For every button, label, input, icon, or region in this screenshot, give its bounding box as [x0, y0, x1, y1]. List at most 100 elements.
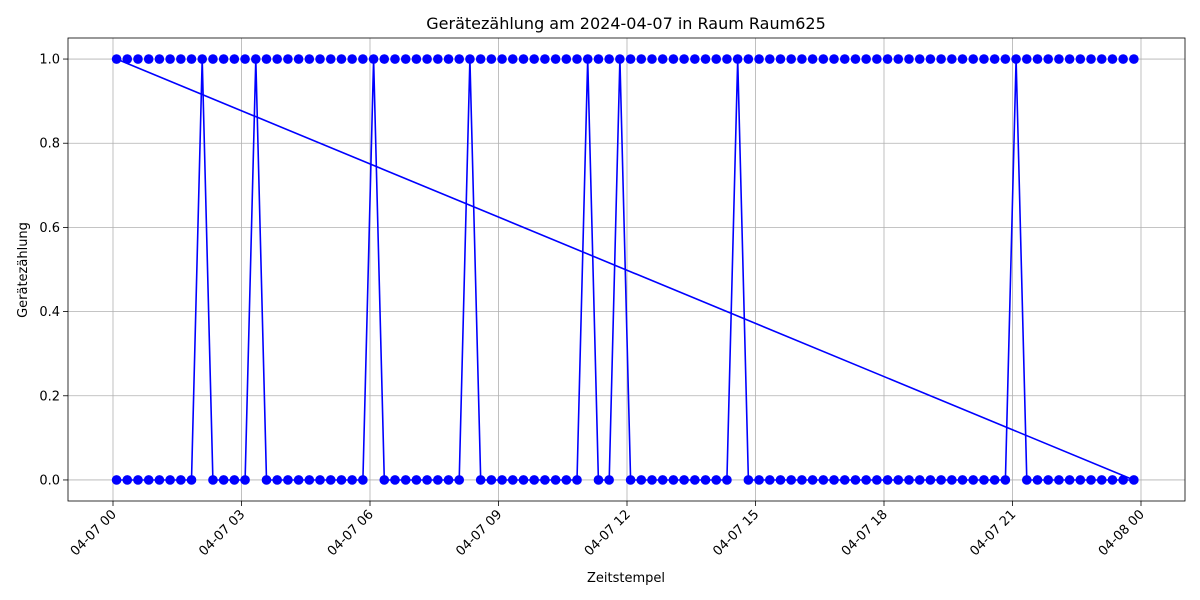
- data-point: [240, 475, 250, 485]
- data-point: [786, 475, 796, 485]
- data-point: [722, 475, 732, 485]
- data-point: [839, 54, 850, 64]
- data-point: [861, 54, 871, 64]
- data-point: [850, 54, 861, 64]
- data-point: [604, 54, 614, 64]
- data-point: [229, 475, 240, 485]
- data-point: [133, 54, 143, 64]
- data-point: [240, 54, 250, 64]
- data-point: [165, 475, 175, 485]
- data-point: [872, 475, 882, 485]
- data-point: [893, 54, 904, 64]
- data-point: [657, 475, 668, 485]
- data-point: [422, 54, 432, 64]
- data-point: [572, 475, 582, 485]
- data-point: [1021, 475, 1032, 485]
- data-point: [550, 475, 561, 485]
- data-point: [540, 54, 550, 64]
- data-point: [1000, 475, 1011, 485]
- y-tick-label: 0.0: [39, 473, 60, 488]
- data-point: [625, 54, 636, 64]
- x-tick-label: 04-07 15: [710, 507, 762, 559]
- data-point: [186, 54, 197, 64]
- data-point: [797, 54, 807, 64]
- x-tick-label: 04-07 06: [325, 507, 377, 559]
- data-point: [497, 54, 507, 64]
- data-point: [315, 54, 325, 64]
- data-point: [914, 54, 925, 64]
- data-point: [475, 54, 486, 64]
- data-point: [914, 475, 925, 485]
- x-tick-label: 04-08 00: [1096, 507, 1148, 559]
- data-point: [315, 475, 325, 485]
- data-point: [111, 475, 122, 485]
- data-point: [550, 54, 561, 64]
- data-point: [743, 54, 754, 64]
- data-point: [176, 54, 186, 64]
- data-point: [497, 475, 507, 485]
- series-layer: [111, 54, 1139, 485]
- data-point: [968, 475, 979, 485]
- data-point: [454, 475, 465, 485]
- data-point: [293, 54, 304, 64]
- data-point: [690, 54, 700, 64]
- data-point: [861, 475, 871, 485]
- data-point: [336, 475, 347, 485]
- data-point: [507, 475, 518, 485]
- data-point: [143, 475, 154, 485]
- data-point: [936, 54, 946, 64]
- data-point: [1075, 54, 1086, 64]
- data-point: [1021, 54, 1032, 64]
- data-point: [422, 475, 432, 485]
- data-point: [540, 475, 550, 485]
- data-point: [390, 54, 400, 64]
- data-point: [122, 54, 133, 64]
- data-point: [925, 475, 936, 485]
- data-point: [625, 475, 636, 485]
- data-point: [1086, 54, 1096, 64]
- data-point: [208, 54, 218, 64]
- data-point: [443, 475, 454, 485]
- data-point: [647, 54, 657, 64]
- data-point: [647, 475, 657, 485]
- data-point: [293, 475, 304, 485]
- data-point: [807, 475, 818, 485]
- data-point: [379, 54, 390, 64]
- data-point: [208, 475, 218, 485]
- data-point: [743, 475, 754, 485]
- data-point: [1107, 475, 1118, 485]
- data-point: [197, 54, 208, 64]
- data-point: [218, 54, 229, 64]
- data-point: [679, 475, 689, 485]
- data-point: [904, 475, 914, 485]
- data-point: [368, 54, 379, 64]
- data-point: [325, 475, 336, 485]
- data-point: [989, 475, 1000, 485]
- data-point: [732, 54, 743, 64]
- data-point: [486, 475, 497, 485]
- data-point: [304, 475, 315, 485]
- data-point: [668, 54, 679, 64]
- data-point: [529, 475, 539, 485]
- data-point: [786, 54, 796, 64]
- data-point: [475, 475, 486, 485]
- data-point: [1054, 54, 1064, 64]
- y-tick-label: 0.8: [39, 137, 60, 152]
- data-point: [229, 54, 240, 64]
- data-point: [358, 475, 368, 485]
- data-point: [518, 475, 529, 485]
- data-point: [1118, 54, 1128, 64]
- y-axis-label: Gerätezählung: [16, 222, 31, 318]
- x-tick-label: 04-07 00: [68, 507, 120, 559]
- data-point: [968, 54, 979, 64]
- data-point: [764, 54, 775, 64]
- y-tick-label: 0.2: [39, 389, 60, 404]
- data-point: [347, 475, 357, 485]
- data-point: [122, 475, 133, 485]
- data-point: [1096, 475, 1107, 485]
- data-point: [850, 475, 861, 485]
- data-point: [1129, 475, 1139, 485]
- data-point: [1118, 475, 1128, 485]
- data-point: [176, 475, 186, 485]
